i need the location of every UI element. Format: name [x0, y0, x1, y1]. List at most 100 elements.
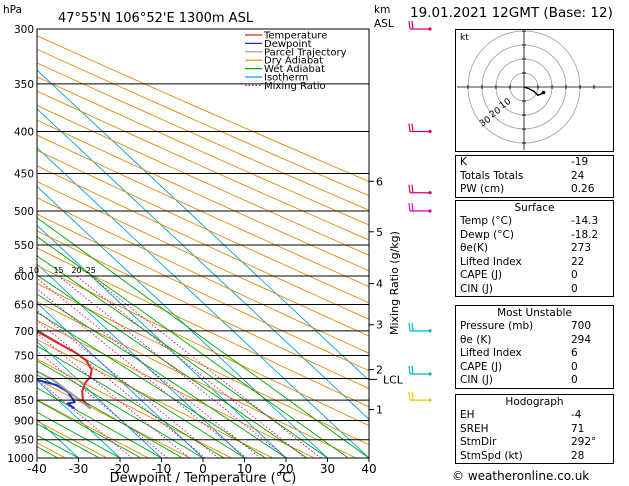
pressure-tick-label: 550: [14, 240, 34, 252]
hodograph-trace: [523, 86, 544, 97]
x-tick-label: -30: [69, 462, 89, 476]
pressure-tick-label: 750: [14, 350, 34, 362]
dry-adiabat-line: [37, 62, 369, 211]
wet-adiabat-line: [37, 387, 162, 458]
wet-adiabat-line: [37, 374, 183, 458]
wet-adiabat-line: [37, 399, 142, 458]
dry-adiabat-line: [37, 76, 369, 226]
surface-row: CIN (J) 0: [456, 283, 613, 297]
wind-barb-feather: [408, 123, 411, 132]
surface-title: Surface: [514, 202, 555, 214]
x-tick-label: 20: [278, 462, 293, 476]
isotherm-line: [37, 379, 121, 458]
wet-adiabat-line: [37, 434, 79, 458]
index-row: Totals Totals 24: [456, 170, 613, 184]
most-unstable-label: CAPE (J): [460, 360, 503, 373]
credit-text: © weatheronline.co.uk: [452, 469, 590, 483]
surface-label: CIN (J): [460, 282, 493, 295]
dry-adiabat-line: [37, 35, 369, 182]
dry-adiabat-line: [37, 301, 357, 458]
wind-barb-dot: [428, 329, 432, 333]
pressure-tick-label: 300: [14, 24, 34, 36]
dry-adiabat-line: [37, 265, 369, 427]
km-tick-label: 5: [376, 226, 383, 239]
pressure-tick-label: 500: [14, 206, 34, 218]
most-unstable-value: 0: [571, 360, 578, 373]
hodograph-stat-label: EH: [460, 409, 475, 421]
wind-barb-dot: [428, 27, 432, 31]
most-unstable-row: Lifted Index 6: [456, 347, 613, 361]
surface-row: Lifted Index 22: [456, 256, 613, 270]
isotherm-line: [37, 418, 79, 458]
isotherm-line: [37, 302, 204, 458]
isotherm-line: [37, 69, 369, 382]
dry-adiabat-line: [37, 378, 191, 458]
dry-adiabat-line: [37, 319, 315, 458]
hodograph-unit-label: kt: [460, 33, 469, 43]
most-unstable-value: 294: [571, 333, 592, 346]
wind-barb-dot: [428, 129, 432, 134]
hodograph-stat-label: StmSpd (kt): [460, 449, 523, 462]
wind-barb-feather: [411, 123, 414, 132]
dry-adiabat-line: [37, 90, 369, 241]
wet-adiabat-line: [37, 360, 204, 458]
pressure-tick-label: 1000: [7, 453, 34, 465]
most-unstable-label: θe (K): [460, 333, 492, 346]
dry-adiabat-line: [37, 358, 232, 458]
wet-adiabat-line: [37, 217, 369, 458]
lcl-label: LCL: [383, 373, 404, 386]
isotherm-line: [37, 108, 369, 420]
wind-barb-feather: [408, 392, 411, 401]
hodograph-stat-row: SREH 71: [456, 423, 613, 437]
most-unstable-label: Pressure (mb): [460, 320, 534, 332]
most-unstable-value: 6: [571, 347, 578, 359]
pressure-tick-label: 450: [14, 168, 34, 180]
wind-barb: [408, 20, 432, 31]
surface-row: CAPE (J) 0: [456, 269, 613, 283]
hodograph-stat-label: StmDir: [460, 436, 497, 448]
pressure-tick-label: 900: [14, 415, 34, 427]
mixing-ratio-line: [58, 275, 287, 458]
surface-label: Dewp (°C): [460, 228, 514, 241]
surface-row: Temp (°C) -14.3: [456, 215, 613, 229]
index-row: K -19: [456, 156, 613, 170]
wind-barb: [408, 202, 432, 213]
wind-barb: [408, 322, 432, 333]
wet-adiabat-line: [37, 411, 121, 458]
legend-entry: Parcel Trajectory: [264, 47, 347, 58]
wet-adiabat-line: [37, 311, 266, 458]
surface-label: Temp (°C): [460, 215, 513, 227]
mixing-ratio-line: [90, 275, 321, 458]
index-label: K: [460, 156, 467, 168]
x-axis-label: Dewpoint / Temperature (°C): [110, 471, 297, 486]
hodograph-frame: [455, 29, 614, 152]
temperature-line: [37, 330, 93, 410]
wind-barb-dot: [428, 209, 432, 213]
mixing-ratio-line: [37, 378, 133, 458]
index-value: -19: [571, 156, 589, 168]
hodograph: kt 10 20 30: [453, 16, 614, 158]
km-tick-label: 1: [376, 404, 383, 417]
wind-barb-feather: [411, 322, 414, 331]
km-tick-label: 4: [376, 278, 383, 291]
pressure-tick-label: 950: [14, 435, 34, 447]
index-row: PW (cm) 0.26: [456, 183, 613, 197]
mixing-ratio-line: [37, 332, 190, 458]
pressure-tick-label: 400: [14, 127, 34, 139]
wind-barb-feather: [411, 20, 414, 30]
most-unstable-label: Lifted Index: [460, 347, 522, 359]
mixing-ratio-line: [76, 275, 306, 458]
hodograph-stat-value: 292°: [571, 436, 597, 448]
dry-adiabat-line: [37, 399, 149, 458]
surface-row: Dewp (°C) -18.2: [456, 229, 613, 243]
wind-barb-feather: [408, 20, 411, 30]
surface-label: Lifted Index: [460, 255, 522, 268]
x-tick-label: 40: [361, 462, 376, 476]
wind-barb-feather: [408, 202, 411, 212]
mixing-ratio-label: 25: [86, 266, 96, 275]
pressure-tick-label: 800: [14, 373, 34, 385]
wind-barb-dot: [428, 372, 432, 376]
most-unstable-row: θe (K) 294: [456, 334, 613, 348]
surface-value: 22: [571, 255, 585, 268]
